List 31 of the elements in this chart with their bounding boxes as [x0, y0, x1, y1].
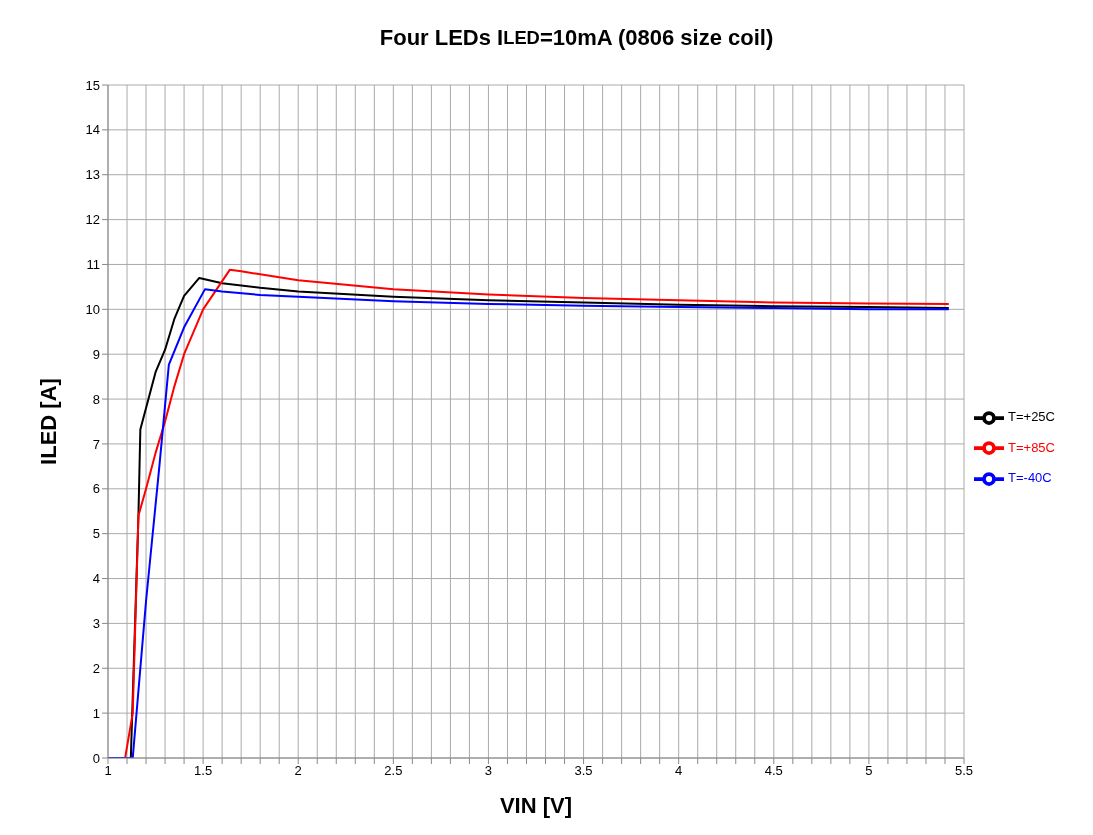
legend-label: T=+85C: [1008, 439, 1055, 455]
y-tick-label: 6: [92, 481, 100, 497]
y-tick-label: 7: [92, 436, 100, 452]
y-tick-label: 13: [85, 167, 100, 183]
x-axis-title: VIN [V]: [499, 793, 573, 818]
y-tick-label: 11: [86, 257, 100, 273]
x-tick-label: 5: [865, 763, 873, 779]
y-tick-label: 10: [85, 301, 100, 317]
y-tick-label: 9: [92, 346, 100, 362]
y-tick-label: 4: [92, 571, 100, 587]
y-tick-label: 14: [85, 122, 100, 138]
y-tick-label: 8: [92, 391, 100, 407]
x-tick-label: 1: [104, 763, 112, 779]
y-tick-label: 3: [92, 616, 100, 632]
y-tick-label: 2: [92, 660, 100, 676]
x-tick-label: 4.5: [764, 763, 783, 779]
legend-label: T=-40C: [1008, 470, 1052, 486]
y-tick-label: 5: [92, 526, 100, 542]
x-tick-label: 2.5: [384, 763, 403, 779]
y-tick-label: 12: [85, 212, 100, 228]
y-axis-title: ILED [A]: [35, 378, 61, 465]
x-tick-label: 5.5: [954, 763, 974, 779]
y-tick-label: 0: [92, 750, 100, 766]
x-tick-label: 1.5: [194, 763, 213, 779]
x-tick-label: 3: [484, 763, 493, 779]
x-tick-label: 3.5: [574, 763, 593, 779]
x-tick-label: 4: [675, 763, 683, 779]
y-tick-label: 1: [92, 705, 100, 721]
y-tick-label: 15: [85, 77, 100, 93]
legend-label: T=+25C: [1008, 409, 1055, 425]
x-tick-label: 2: [294, 763, 302, 779]
